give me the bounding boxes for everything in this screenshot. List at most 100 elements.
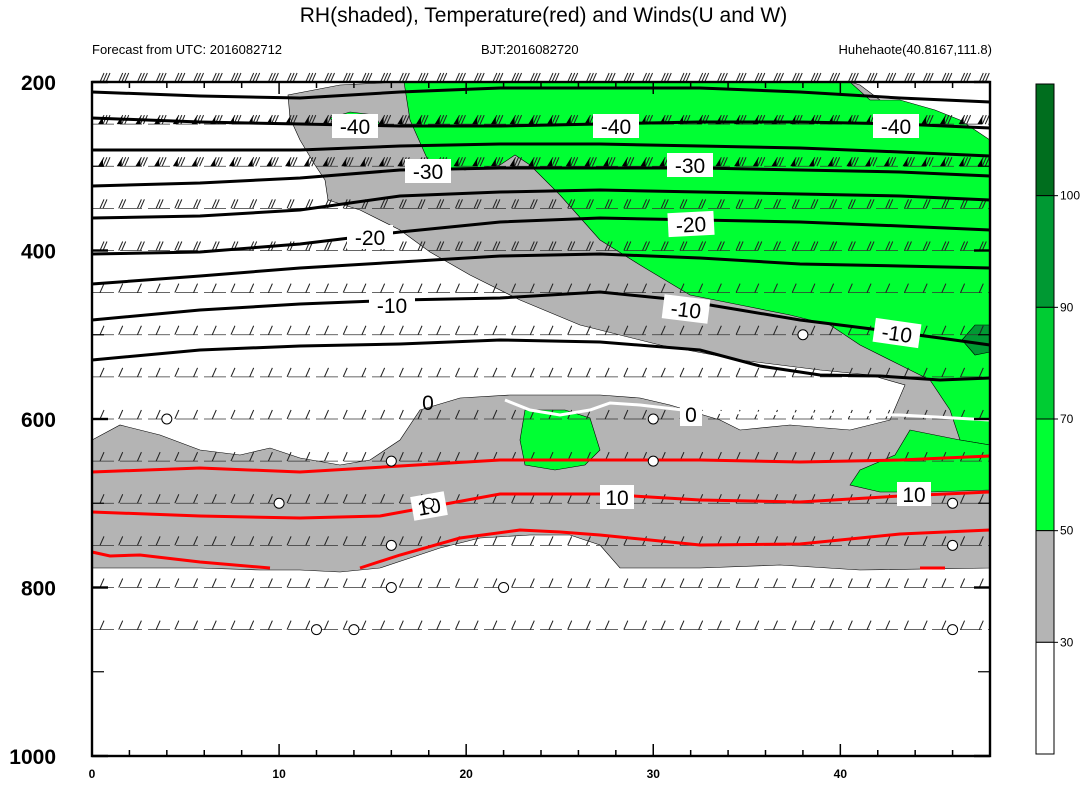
wind-barb <box>211 72 217 83</box>
wind-barb <box>230 494 236 504</box>
calm-wind-marker <box>797 329 809 341</box>
wind-barb <box>754 199 760 209</box>
wind-barb <box>760 72 766 83</box>
wind-barb <box>944 114 950 125</box>
wind-barb <box>420 114 426 125</box>
wind-barb <box>704 72 710 83</box>
wind-barb-pennant <box>490 116 496 125</box>
wind-barb <box>850 199 856 209</box>
wind-barb <box>439 72 445 83</box>
wind-barb <box>866 620 872 630</box>
wind-barb <box>535 114 541 125</box>
wind-barb <box>439 199 445 209</box>
temperature-label: 10 <box>897 482 931 507</box>
wind-barb <box>461 72 466 83</box>
wind-barb <box>155 241 161 251</box>
wind-barb <box>623 409 629 420</box>
wind-barb <box>567 199 573 209</box>
wind-barb <box>735 620 741 630</box>
wind-barb <box>439 114 445 125</box>
wind-barb <box>401 241 407 251</box>
wind-barb <box>773 283 778 293</box>
wind-barb-pennant <box>659 158 665 167</box>
wind-barb <box>850 157 856 167</box>
wind-barb <box>118 241 124 251</box>
wind-barb <box>810 578 816 588</box>
wind-barb <box>719 72 725 83</box>
calm-wind-marker <box>947 624 959 636</box>
temperature-label: -10 <box>369 293 415 318</box>
wind-barb <box>585 325 591 335</box>
wind-barb <box>492 409 498 420</box>
temperature-contour-line <box>91 216 991 256</box>
wind-barb <box>514 241 520 251</box>
wind-barb <box>155 325 161 335</box>
wind-barb <box>741 157 747 167</box>
wind-barb <box>249 494 255 504</box>
wind-barb <box>716 325 722 335</box>
wind-barb <box>401 72 407 83</box>
wind-barb <box>492 283 498 293</box>
wind-barb <box>286 409 292 420</box>
wind-barb <box>305 451 311 462</box>
wind-barb <box>211 199 217 209</box>
wind-barb <box>417 536 423 546</box>
wind-barb <box>327 241 332 251</box>
wind-barb <box>311 157 317 167</box>
wind-barb <box>398 494 404 504</box>
wind-barb <box>660 283 666 293</box>
wind-barb <box>345 157 351 167</box>
temperature-label-text: -10 <box>880 321 913 348</box>
wind-barb <box>286 325 292 335</box>
wind-barb <box>567 241 573 251</box>
temperature-contour-line <box>91 188 991 220</box>
wind-barb <box>791 241 797 251</box>
wind-barb <box>118 199 124 209</box>
wind-barb <box>436 409 442 420</box>
wind-barb-pennant <box>359 158 365 167</box>
temperature-label: 0 <box>680 402 702 427</box>
wind-barb <box>816 157 822 167</box>
wind-barb <box>604 241 610 251</box>
temperature-contour-line <box>91 252 991 286</box>
wind-barb <box>361 367 367 378</box>
wind-barb <box>866 199 872 209</box>
wind-barb-pennant <box>603 158 609 167</box>
wind-barb <box>701 199 707 209</box>
temperature-label-text: -40 <box>601 116 631 139</box>
wind-barb <box>217 72 223 83</box>
wind-barb <box>885 620 891 630</box>
wind-barb <box>776 199 781 209</box>
wind-barb <box>797 157 803 167</box>
wind-barb <box>455 451 460 462</box>
wind-barb <box>342 325 348 335</box>
temperature-label-text: -20 <box>675 213 707 238</box>
wind-barb <box>479 72 485 83</box>
wind-barb <box>458 241 463 251</box>
wind-barb <box>981 241 987 251</box>
wind-barb <box>791 451 797 462</box>
wind-barb <box>270 157 276 167</box>
wind-barb <box>567 283 573 293</box>
wind-barb <box>660 72 666 83</box>
wind-barb <box>417 283 423 293</box>
wind-barb <box>776 241 781 251</box>
wind-barb <box>155 620 161 630</box>
wind-barb <box>963 199 969 209</box>
wind-barb <box>476 72 482 83</box>
wind-barb-pennant <box>790 158 796 167</box>
colorbar-swatch <box>1035 418 1055 532</box>
wind-barb <box>118 451 124 462</box>
wind-barb <box>511 72 517 83</box>
temperature-contour-line <box>92 142 991 158</box>
wind-barb <box>99 283 105 293</box>
wind-barb <box>517 157 523 167</box>
wind-barb <box>492 578 498 588</box>
wind-barb <box>679 367 685 378</box>
wind-barb <box>832 241 838 251</box>
wind-barb <box>155 536 161 546</box>
wind-barb <box>660 199 666 209</box>
wind-barb <box>177 72 183 83</box>
wind-barb-pennant <box>135 158 141 167</box>
wind-barb-pennant <box>827 158 833 167</box>
